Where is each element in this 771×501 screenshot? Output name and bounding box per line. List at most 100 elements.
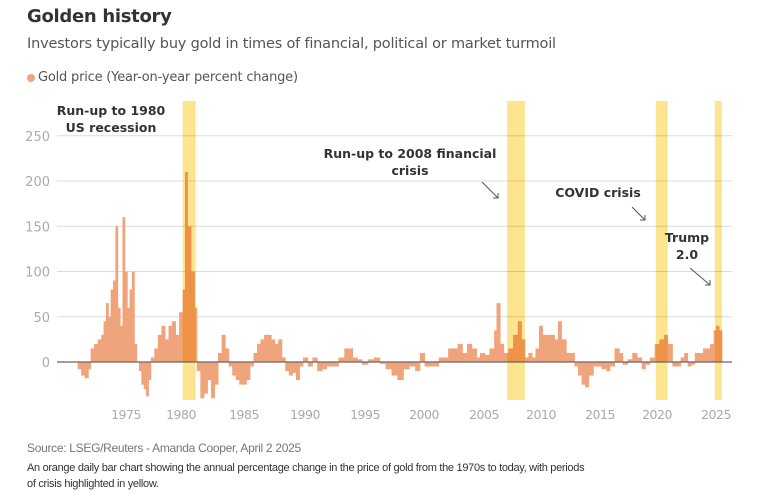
data-bar (271, 339, 276, 362)
data-bar (357, 359, 363, 362)
data-bar (645, 362, 651, 365)
data-bar (636, 357, 643, 362)
data-bar (260, 339, 265, 362)
data-bar (299, 362, 304, 367)
chart-description: An orange daily bar chart showing the an… (27, 462, 585, 490)
x-tick-label: 1985 (229, 407, 259, 422)
y-tick-label: 0 (42, 356, 50, 371)
data-bar (524, 357, 529, 362)
data-bar (484, 354, 490, 362)
data-bar (619, 352, 624, 362)
data-bar (317, 362, 323, 372)
data-bar (285, 362, 290, 372)
data-bar (332, 362, 339, 367)
data-bar (253, 352, 258, 362)
data-bar (677, 362, 682, 367)
data-bar (581, 362, 586, 385)
x-tick-label: 2020 (642, 407, 672, 422)
data-bar (429, 362, 434, 367)
data-bar (415, 362, 421, 372)
data-bar (570, 352, 575, 362)
data-bar (672, 362, 678, 367)
data-bar (367, 359, 375, 362)
data-bar (710, 343, 715, 362)
legend-swatch (27, 73, 35, 82)
x-tick-label: 2010 (526, 407, 556, 422)
data-bar (214, 362, 219, 385)
data-bar (694, 352, 700, 362)
data-bar (307, 362, 313, 367)
data-bar (143, 362, 147, 390)
data-bar (632, 352, 638, 362)
data-bar (200, 362, 205, 399)
data-bar (120, 325, 123, 362)
x-tick-label: 1995 (350, 407, 380, 422)
x-tick-label: 2000 (409, 407, 439, 422)
data-bar (168, 325, 173, 362)
data-bar (235, 362, 240, 381)
data-bar (77, 362, 82, 370)
crisis-annotation: Run-up to 2008 financial crisis (324, 146, 497, 178)
data-bar (232, 362, 237, 376)
data-bar (84, 362, 89, 379)
data-bar (94, 343, 99, 362)
y-tick-label: 200 (25, 175, 50, 190)
data-bar (134, 343, 138, 362)
crisis-annotation: COVID crisis (555, 185, 641, 200)
y-tick-label: 100 (25, 266, 50, 281)
data-bar (148, 362, 152, 381)
data-bar (448, 348, 454, 362)
data-bar (242, 362, 247, 385)
data-bar (549, 334, 555, 362)
data-bar (267, 334, 272, 362)
data-bar (239, 362, 244, 385)
data-bar (264, 334, 269, 362)
data-bar (295, 362, 300, 381)
arrow-head-icon (493, 193, 499, 199)
data-bar (588, 362, 594, 376)
data-bar (179, 312, 184, 362)
data-bar (246, 362, 251, 381)
crisis-highlight-band (507, 101, 525, 400)
data-bar (115, 226, 119, 362)
data-bar (480, 352, 486, 362)
data-bar (281, 357, 286, 362)
data-bar (593, 362, 598, 367)
data-bar (303, 357, 309, 362)
y-tick-label: 50 (33, 311, 50, 326)
data-bar (117, 307, 121, 362)
data-bar (403, 362, 410, 370)
data-bar (97, 339, 102, 362)
data-bar (321, 362, 328, 370)
data-bar (687, 362, 692, 367)
data-bar (452, 348, 459, 362)
data-bar (489, 348, 495, 362)
data-bar (649, 357, 656, 362)
legend: Gold price (Year-on-year percent change) (27, 70, 298, 85)
data-bar (161, 325, 166, 362)
data-bar (574, 362, 579, 367)
annotation-arrow (481, 181, 499, 199)
data-bar (641, 362, 646, 370)
data-bar (476, 357, 481, 362)
data-bar (347, 348, 354, 362)
data-bar (373, 357, 381, 362)
data-bar (141, 362, 145, 385)
data-bar (680, 357, 685, 362)
data-bar (146, 362, 149, 397)
data-bar (438, 357, 444, 362)
crisis-highlight-band (182, 101, 196, 400)
data-bar (207, 362, 212, 381)
data-bar (535, 348, 540, 362)
data-bar (627, 359, 633, 362)
crisis-highlight-band (655, 101, 668, 400)
data-bar (203, 362, 208, 394)
data-bar (157, 334, 162, 362)
crisis-highlight-band (714, 101, 722, 400)
source-note: Source: LSEG/Reuters - Amanda Cooper, Ap… (27, 441, 301, 455)
x-tick-label: 1990 (290, 407, 320, 422)
data-bar (539, 325, 544, 362)
data-bar (194, 307, 198, 362)
data-bar (424, 362, 430, 367)
data-bar (528, 352, 533, 362)
